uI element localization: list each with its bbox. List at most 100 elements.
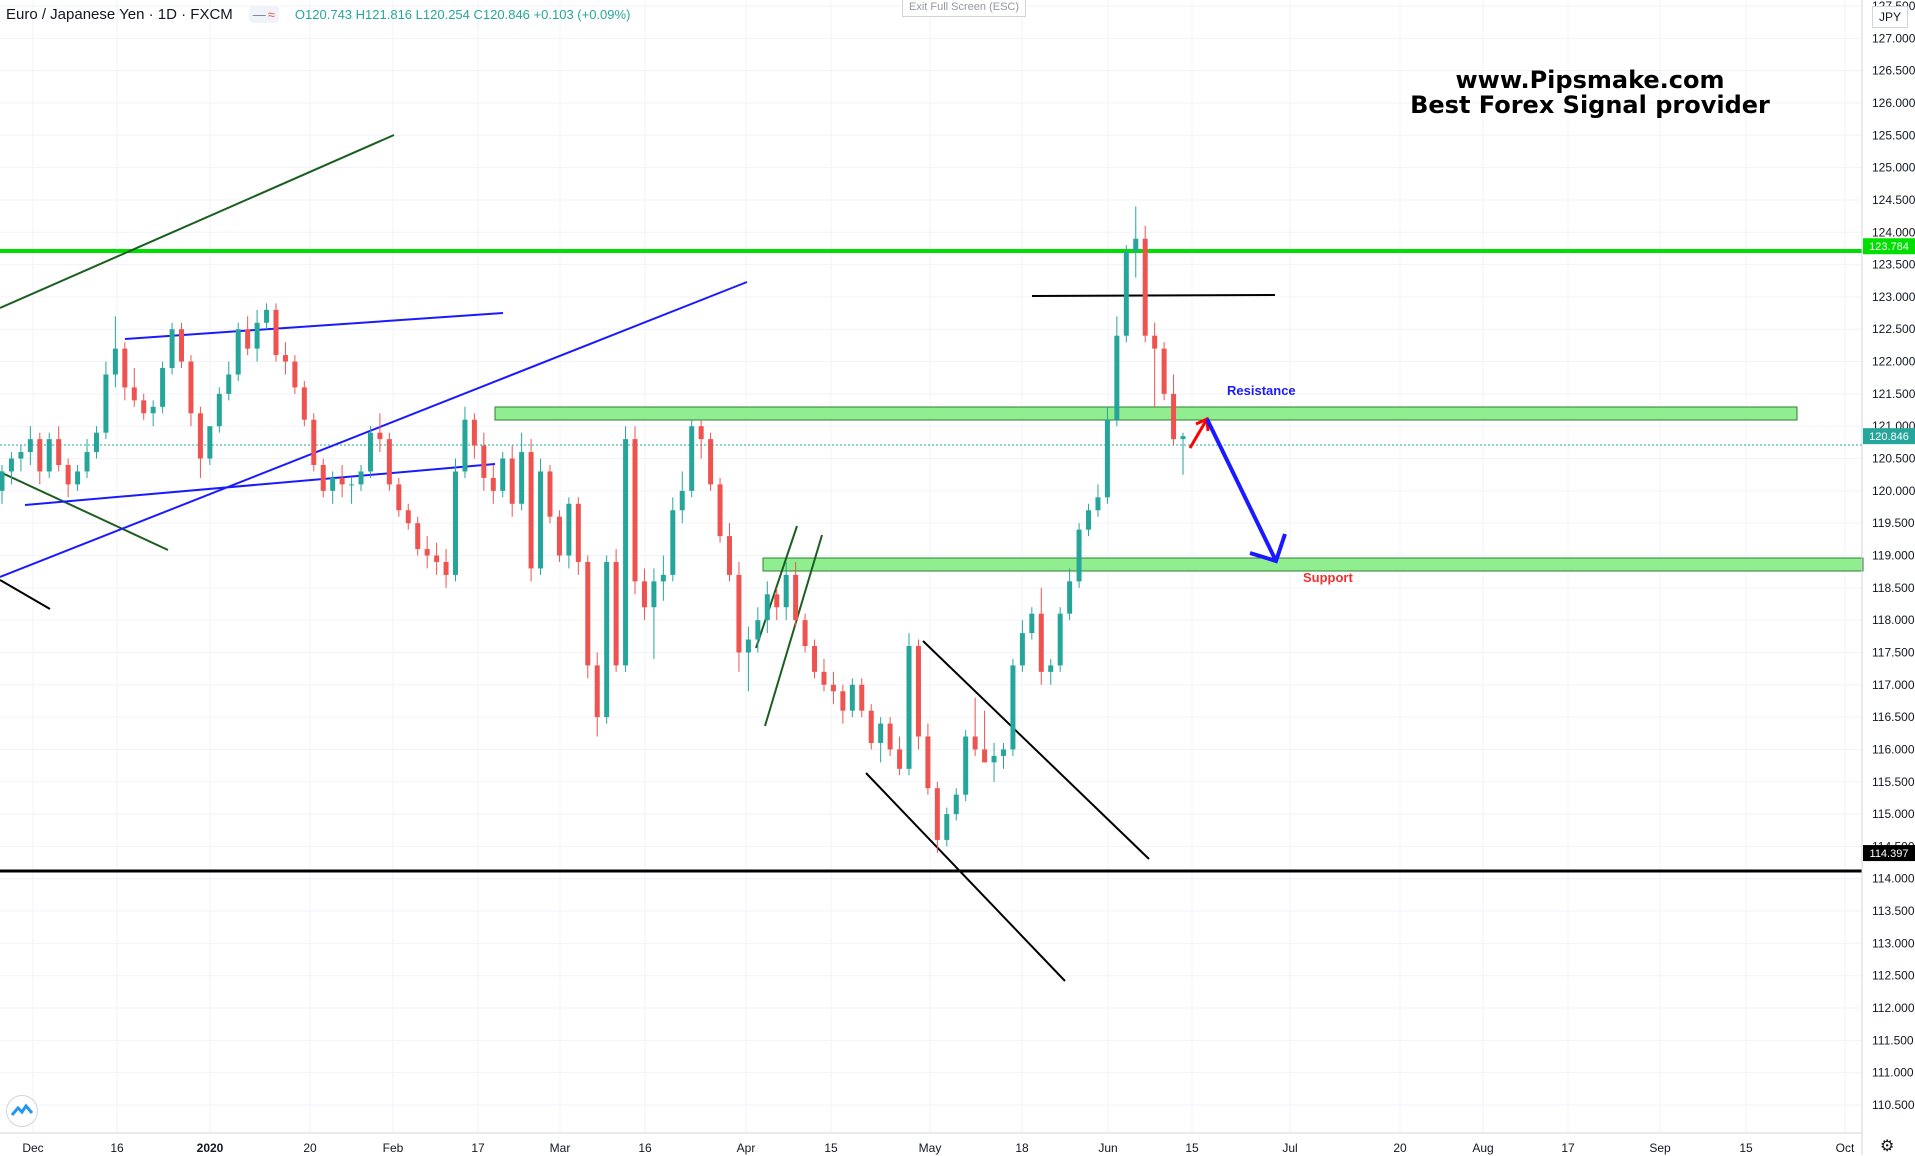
candle[interactable] bbox=[179, 322, 185, 369]
candle[interactable] bbox=[1171, 374, 1177, 446]
candle[interactable] bbox=[1114, 316, 1120, 427]
gear-icon[interactable]: ⚙ bbox=[1880, 1138, 1895, 1155]
trendline-darkgreen-upper[interactable] bbox=[0, 134, 395, 309]
tradingview-logo-icon[interactable] bbox=[6, 1095, 38, 1127]
candle[interactable] bbox=[264, 303, 270, 330]
red-arrow[interactable] bbox=[1188, 418, 1209, 449]
candle[interactable] bbox=[953, 788, 959, 821]
candle[interactable] bbox=[878, 717, 884, 763]
candle[interactable] bbox=[736, 561, 742, 672]
candle[interactable] bbox=[1019, 620, 1025, 672]
exit-fullscreen-button[interactable]: Exit Full Screen (ESC) bbox=[902, 0, 1026, 17]
level-black-short[interactable] bbox=[1031, 294, 1276, 297]
candle[interactable] bbox=[670, 497, 676, 582]
candle[interactable] bbox=[944, 807, 950, 847]
candle[interactable] bbox=[75, 464, 81, 491]
candle[interactable] bbox=[490, 464, 496, 504]
candle[interactable] bbox=[141, 393, 147, 420]
candle[interactable] bbox=[1123, 245, 1129, 343]
candle[interactable] bbox=[131, 368, 137, 407]
candle[interactable] bbox=[651, 568, 657, 659]
candle[interactable] bbox=[887, 717, 893, 756]
candle[interactable] bbox=[1133, 206, 1139, 278]
candle[interactable] bbox=[802, 613, 808, 653]
candle[interactable] bbox=[273, 303, 279, 362]
candle[interactable] bbox=[915, 639, 921, 750]
candle[interactable] bbox=[660, 555, 666, 601]
channel-black-upper[interactable] bbox=[922, 640, 1150, 860]
candle[interactable] bbox=[37, 432, 43, 485]
candle[interactable] bbox=[216, 387, 222, 433]
trendline-green-b[interactable] bbox=[764, 534, 823, 727]
candle[interactable] bbox=[906, 633, 912, 776]
candle[interactable] bbox=[1104, 406, 1110, 504]
candle[interactable] bbox=[330, 471, 336, 504]
candle[interactable] bbox=[112, 316, 118, 388]
candle[interactable] bbox=[500, 452, 506, 498]
candle[interactable] bbox=[1142, 225, 1148, 343]
candle[interactable] bbox=[358, 464, 364, 491]
candle[interactable] bbox=[27, 426, 33, 465]
support-zone[interactable] bbox=[762, 557, 1864, 572]
candle[interactable] bbox=[226, 361, 232, 401]
candle[interactable] bbox=[991, 742, 997, 782]
candle[interactable] bbox=[897, 736, 903, 776]
candle[interactable] bbox=[349, 477, 355, 504]
candle[interactable] bbox=[8, 452, 14, 485]
candle[interactable] bbox=[594, 652, 600, 737]
candle[interactable] bbox=[235, 322, 241, 381]
candle[interactable] bbox=[783, 561, 789, 621]
candle[interactable] bbox=[377, 413, 383, 453]
candle[interactable] bbox=[585, 555, 591, 679]
candle[interactable] bbox=[415, 516, 421, 556]
candle[interactable] bbox=[1180, 432, 1186, 475]
candle[interactable] bbox=[972, 697, 978, 756]
candle[interactable] bbox=[556, 510, 562, 562]
candle[interactable] bbox=[538, 458, 544, 575]
candle[interactable] bbox=[18, 445, 24, 472]
candle[interactable] bbox=[982, 710, 988, 763]
candle[interactable] bbox=[519, 432, 525, 511]
candle[interactable] bbox=[453, 458, 459, 582]
trendline-blue-bottom[interactable] bbox=[24, 463, 496, 506]
candle[interactable] bbox=[963, 730, 969, 802]
candle[interactable] bbox=[1048, 658, 1054, 685]
candle[interactable] bbox=[689, 419, 695, 498]
compare-icon[interactable]: ≈ bbox=[267, 7, 275, 22]
candle[interactable] bbox=[623, 426, 629, 672]
candle[interactable] bbox=[849, 678, 855, 718]
candle[interactable] bbox=[301, 380, 307, 427]
candle[interactable] bbox=[547, 464, 553, 524]
candle[interactable] bbox=[1086, 503, 1092, 537]
candle[interactable] bbox=[339, 464, 345, 498]
candle[interactable] bbox=[0, 464, 5, 504]
symbol-title[interactable]: Euro / Japanese Yen · 1D · FXCM bbox=[6, 6, 233, 23]
candle[interactable] bbox=[925, 723, 931, 795]
candle[interactable] bbox=[292, 355, 298, 394]
candle[interactable] bbox=[320, 458, 326, 498]
candle[interactable] bbox=[462, 406, 468, 478]
candle[interactable] bbox=[679, 471, 685, 524]
candle[interactable] bbox=[424, 536, 430, 569]
legend-controls[interactable]: — ≈ bbox=[248, 6, 279, 23]
candle[interactable] bbox=[613, 549, 619, 672]
candle[interactable] bbox=[481, 432, 487, 491]
candle[interactable] bbox=[245, 316, 251, 356]
candle[interactable] bbox=[386, 432, 392, 491]
candle[interactable] bbox=[1152, 322, 1158, 407]
candle[interactable] bbox=[1000, 742, 1006, 769]
candle[interactable] bbox=[1161, 342, 1167, 401]
candle[interactable] bbox=[160, 361, 166, 414]
blue-arrow[interactable] bbox=[1205, 418, 1278, 562]
resistance-zone[interactable] bbox=[494, 406, 1798, 421]
candle[interactable] bbox=[46, 432, 52, 478]
candle[interactable] bbox=[566, 497, 572, 569]
candle[interactable] bbox=[764, 581, 770, 634]
candle[interactable] bbox=[1038, 587, 1044, 685]
candle[interactable] bbox=[471, 413, 477, 459]
candle[interactable] bbox=[774, 587, 780, 621]
candle[interactable] bbox=[56, 426, 62, 472]
candle[interactable] bbox=[65, 458, 71, 498]
candle[interactable] bbox=[745, 626, 751, 692]
